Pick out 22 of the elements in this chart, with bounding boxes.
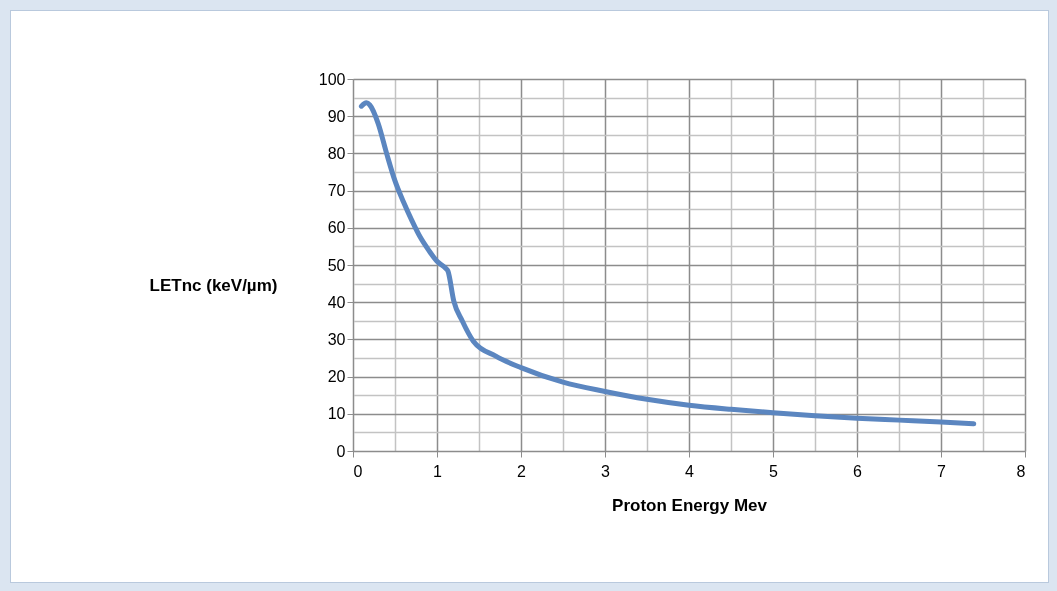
y-tick-label: 90 — [327, 107, 346, 125]
x-tick-label: 2 — [517, 462, 527, 480]
x-tick-label: 6 — [853, 462, 863, 480]
x-tick-label: 4 — [685, 462, 695, 480]
x-tick-label: 0 — [353, 462, 363, 480]
y-axis-title: LETnc (keV/µm) — [149, 275, 278, 295]
y-tick-label: 50 — [327, 256, 346, 274]
y-tick-label: 70 — [327, 182, 346, 200]
y-tick-label: 20 — [327, 368, 346, 386]
y-tick-label: 40 — [327, 293, 346, 311]
x-tick-label: 1 — [433, 462, 443, 480]
y-tick-label: 100 — [318, 70, 346, 88]
y-tick-label: 30 — [327, 330, 346, 348]
x-tick-label: 3 — [601, 462, 611, 480]
x-tick-label: 8 — [1016, 462, 1026, 480]
y-tick-label: 60 — [327, 219, 346, 237]
y-tick-label: 10 — [327, 405, 346, 423]
x-tick-label: 5 — [769, 462, 779, 480]
y-tick-label: 80 — [327, 144, 346, 162]
x-axis-title: Proton Energy Mev — [612, 495, 768, 515]
y-tick-label: 0 — [336, 442, 346, 460]
x-tick-label: 7 — [937, 462, 947, 480]
